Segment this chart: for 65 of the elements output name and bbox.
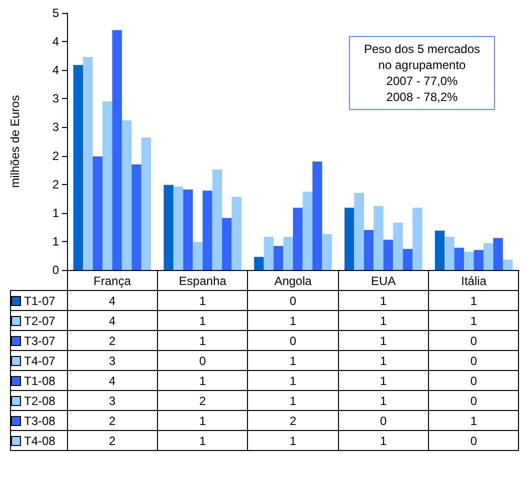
data-label: 1 xyxy=(248,370,338,390)
y-tick-label: 0 xyxy=(52,263,60,277)
data-label: 1 xyxy=(428,310,519,330)
data-label: 0 xyxy=(248,290,338,310)
data-label: 0 xyxy=(428,330,519,350)
data-label: 1 xyxy=(428,290,519,310)
data-label: 1 xyxy=(248,350,338,370)
annotation: Peso dos 5 mercados no agrupamento 2007 - 77,0% 2008 - 78,2% xyxy=(349,36,495,110)
data-label: 3 xyxy=(67,350,158,370)
data-label: 4 xyxy=(67,290,158,310)
y-axis-title: milhões de Euros xyxy=(8,95,22,188)
data-label: 0 xyxy=(428,390,519,410)
data-label: 1 xyxy=(248,430,338,450)
y-tick-label: 4 xyxy=(52,63,60,78)
data-label: 2 xyxy=(248,410,338,430)
data-label: 0 xyxy=(428,350,519,370)
x-tick-label: Itália xyxy=(461,274,487,288)
data-label: 1 xyxy=(157,330,248,350)
legend-label: T3-07 xyxy=(24,334,56,348)
data-label: 1 xyxy=(338,310,429,330)
legend-label: T3-08 xyxy=(24,414,56,428)
data-label: 1 xyxy=(338,370,429,390)
data-label: 3 xyxy=(67,390,158,410)
data-label: 1 xyxy=(248,390,338,410)
data-label: 4 xyxy=(67,370,158,390)
data-label: 1 xyxy=(338,330,429,350)
legend-label: T2-07 xyxy=(24,314,56,328)
data-label: 1 xyxy=(338,290,429,310)
y-tick-label: 1 xyxy=(52,206,60,220)
legend-label: T1-07 xyxy=(24,294,56,308)
legend-label: T4-07 xyxy=(24,354,56,368)
data-label: 0 xyxy=(428,370,519,390)
y-tick-label: 2 xyxy=(52,177,60,192)
y-tick-label: 2 xyxy=(52,148,60,163)
y-tick-label: 4 xyxy=(52,34,60,49)
y-tick-label: 3 xyxy=(52,92,60,106)
data-label: 1 xyxy=(428,410,519,430)
data-label: 0 xyxy=(338,410,429,430)
data-label: 1 xyxy=(157,370,248,390)
data-label: 0 xyxy=(248,330,338,350)
y-tick-label: 3 xyxy=(52,120,60,134)
legend-label: T4-08 xyxy=(24,434,56,448)
x-tick-label: Espanha xyxy=(178,274,227,288)
data-label: 2 xyxy=(157,390,248,410)
y-tick-label: 1 xyxy=(52,234,60,248)
data-label: 0 xyxy=(157,350,248,370)
legend-label: T1-08 xyxy=(24,374,56,388)
data-label: 1 xyxy=(248,310,338,330)
x-tick-label: EUA xyxy=(371,274,396,288)
y-tick-label: 5 xyxy=(52,6,60,20)
data-label: 1 xyxy=(338,430,429,450)
data-label: 2 xyxy=(67,410,158,430)
data-label: 1 xyxy=(338,350,429,370)
data-label: 1 xyxy=(157,310,248,330)
data-label: 2 xyxy=(67,430,158,450)
data-label: 4 xyxy=(67,310,158,330)
legend-label: T2-08 xyxy=(24,394,56,408)
data-label: 1 xyxy=(338,390,429,410)
x-tick-label: França xyxy=(94,274,132,288)
x-tick-label: Angola xyxy=(274,274,312,288)
data-label: 1 xyxy=(157,290,248,310)
data-label: 0 xyxy=(428,430,519,450)
data-label: 1 xyxy=(157,430,248,450)
data-label: 2 xyxy=(67,330,158,350)
data-label: 1 xyxy=(157,410,248,430)
